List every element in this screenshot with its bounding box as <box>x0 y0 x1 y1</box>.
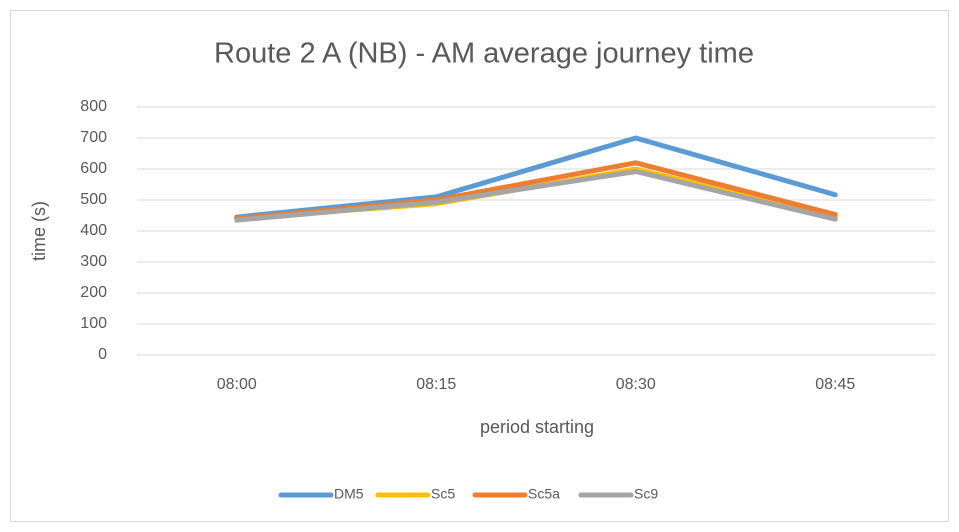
x-tick-label: 08:15 <box>416 376 456 393</box>
chart-border <box>10 10 949 522</box>
legend-label: Sc5a <box>528 486 560 502</box>
series-line <box>234 168 838 223</box>
y-tick-label: 300 <box>80 253 107 270</box>
legend-label: Sc9 <box>634 486 658 502</box>
y-tick-label: 100 <box>80 315 107 332</box>
y-tick-label: 200 <box>80 284 107 301</box>
legend-label: Sc5 <box>431 486 455 502</box>
y-tick-label: 800 <box>80 98 107 115</box>
x-axis-label: period starting <box>480 417 594 437</box>
legend-label: DM5 <box>334 486 364 502</box>
y-axis-label: time (s) <box>29 201 49 261</box>
y-tick-label: 0 <box>98 346 107 363</box>
chart-title: Route 2 A (NB) - AM average journey time <box>214 38 754 70</box>
x-tick-label: 08:00 <box>217 376 257 393</box>
y-tick-label: 600 <box>80 160 107 177</box>
x-tick-label: 08:45 <box>815 376 855 393</box>
y-tick-label: 400 <box>80 222 107 239</box>
y-tick-label: 700 <box>80 129 107 146</box>
x-tick-label: 08:30 <box>616 376 656 393</box>
y-tick-label: 500 <box>80 191 107 208</box>
